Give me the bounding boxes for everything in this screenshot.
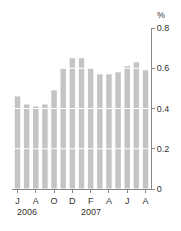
svg-text:A: A <box>106 196 112 206</box>
svg-text:0.4: 0.4 <box>157 104 170 114</box>
svg-text:J: J <box>125 196 130 206</box>
svg-text:0.2: 0.2 <box>157 144 170 154</box>
svg-text:%: % <box>157 10 165 20</box>
svg-text:0.8: 0.8 <box>157 23 170 33</box>
svg-text:J: J <box>15 196 20 206</box>
svg-text:D: D <box>69 196 76 206</box>
svg-text:A: A <box>33 196 39 206</box>
svg-text:2007: 2007 <box>81 207 101 217</box>
svg-text:A: A <box>143 196 149 206</box>
svg-text:O: O <box>51 196 58 206</box>
svg-text:2006: 2006 <box>17 207 37 217</box>
svg-text:0: 0 <box>157 184 162 194</box>
svg-text:F: F <box>88 196 94 206</box>
svg-text:0.6: 0.6 <box>157 63 170 73</box>
